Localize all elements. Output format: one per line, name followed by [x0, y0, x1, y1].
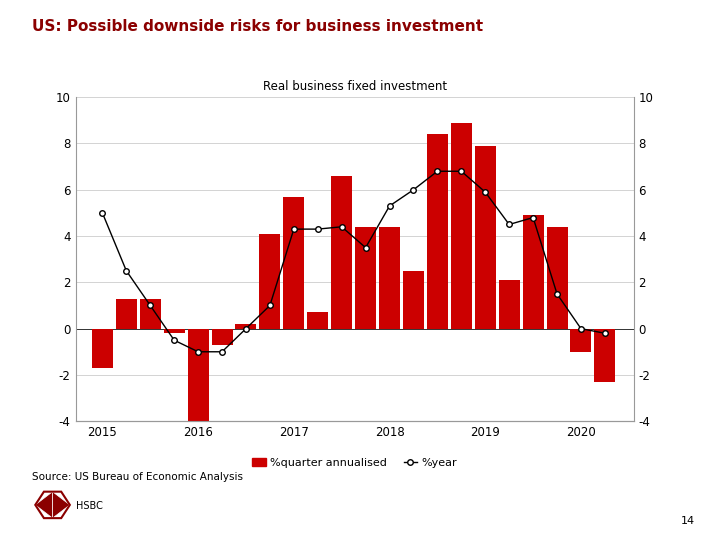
- Bar: [331, 176, 352, 329]
- Text: 14: 14: [680, 516, 695, 526]
- Legend: %quarter annualised, %year: %quarter annualised, %year: [248, 454, 462, 472]
- Bar: [92, 329, 113, 368]
- Polygon shape: [35, 491, 53, 518]
- Bar: [499, 280, 520, 329]
- Bar: [523, 215, 544, 329]
- Polygon shape: [53, 491, 70, 518]
- Text: US: Possible downside risks for business investment: US: Possible downside risks for business…: [32, 19, 484, 34]
- Bar: [307, 313, 328, 329]
- Bar: [140, 299, 161, 329]
- Text: Source: US Bureau of Economic Analysis: Source: US Bureau of Economic Analysis: [32, 472, 243, 483]
- Bar: [451, 123, 472, 329]
- Bar: [403, 271, 424, 329]
- Bar: [594, 329, 616, 382]
- Bar: [474, 146, 496, 329]
- Text: HSBC: HSBC: [76, 501, 102, 511]
- Bar: [570, 329, 592, 352]
- Bar: [355, 227, 376, 329]
- Bar: [283, 197, 305, 329]
- Bar: [163, 329, 185, 333]
- Bar: [379, 227, 400, 329]
- Bar: [212, 329, 233, 345]
- Bar: [116, 299, 137, 329]
- Bar: [546, 227, 567, 329]
- Bar: [259, 234, 280, 329]
- Title: Real business fixed investment: Real business fixed investment: [263, 80, 446, 93]
- Bar: [235, 324, 256, 329]
- Bar: [427, 134, 448, 329]
- Bar: [188, 329, 209, 421]
